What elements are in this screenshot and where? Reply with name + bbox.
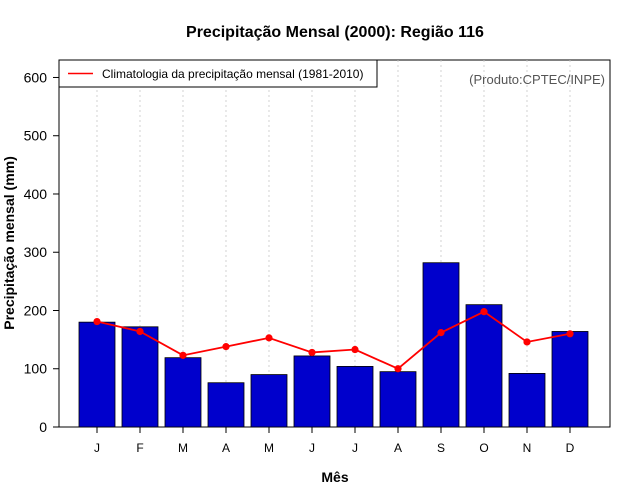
climatology-point bbox=[480, 308, 488, 316]
y-tick-label: 600 bbox=[24, 69, 48, 85]
climatology-point bbox=[394, 365, 402, 373]
x-tick-label: O bbox=[479, 441, 488, 455]
climatology-point bbox=[308, 348, 316, 357]
x-tick-label: M bbox=[264, 441, 274, 455]
bar-j-7 bbox=[336, 366, 374, 428]
x-tick-label: A bbox=[394, 441, 402, 455]
x-tick-label: J bbox=[352, 441, 358, 455]
climatology-point bbox=[566, 330, 574, 338]
x-tick-label: S bbox=[437, 441, 445, 455]
y-tick-label: 500 bbox=[24, 128, 48, 144]
bar-d-12 bbox=[551, 331, 589, 428]
y-tick-label: 100 bbox=[24, 361, 48, 377]
climatology-point bbox=[179, 351, 187, 359]
bar-n-11 bbox=[508, 373, 546, 428]
climatology-point bbox=[136, 327, 144, 336]
bar-o-10 bbox=[465, 304, 503, 428]
y-tick-label: 400 bbox=[24, 186, 48, 202]
legend-label: Climatologia da precipitação mensal (198… bbox=[102, 67, 363, 81]
climatology-point bbox=[437, 329, 445, 337]
x-tick-label: F bbox=[136, 441, 143, 455]
bar-a-8 bbox=[379, 371, 417, 428]
bar-m-3 bbox=[164, 357, 202, 428]
climatology-polyline bbox=[96, 310, 571, 370]
bars bbox=[78, 262, 589, 428]
x-tick-label: D bbox=[566, 441, 575, 455]
credit-annotation: (Produto:CPTEC/INPE) bbox=[469, 72, 605, 87]
bar-a-4 bbox=[207, 382, 245, 428]
y-tick-label: 200 bbox=[24, 302, 48, 318]
climatology-point bbox=[93, 317, 101, 326]
x-tick-label: J bbox=[94, 441, 100, 455]
y-axis-label: Precipitação mensal (mm) bbox=[1, 156, 17, 330]
y-tick-label: 300 bbox=[24, 244, 48, 260]
climatology-point bbox=[523, 338, 531, 346]
climatology-line bbox=[93, 308, 574, 373]
x-tick-label: A bbox=[222, 441, 230, 455]
bar-j-1 bbox=[78, 321, 116, 428]
climatology-point bbox=[351, 345, 359, 354]
y-axis: 0 100 200 300 400 500 600 bbox=[24, 69, 59, 435]
x-axis-label: Mês bbox=[321, 469, 348, 485]
legend: Climatologia da precipitação mensal (198… bbox=[58, 59, 378, 88]
climatology-point bbox=[222, 343, 230, 351]
bar-f-2 bbox=[121, 326, 159, 428]
x-tick-label: N bbox=[523, 441, 532, 455]
bar-j-6 bbox=[293, 355, 331, 428]
legend-box bbox=[58, 59, 378, 88]
y-tick-label: 0 bbox=[39, 419, 47, 435]
bar-m-5 bbox=[250, 374, 288, 428]
chart-title: Precipitação Mensal (2000): Região 116 bbox=[186, 24, 484, 41]
climatology-point bbox=[265, 334, 273, 342]
bar-s-9 bbox=[422, 262, 460, 428]
x-tick-label: M bbox=[178, 441, 188, 455]
x-tick-label: J bbox=[309, 441, 315, 455]
